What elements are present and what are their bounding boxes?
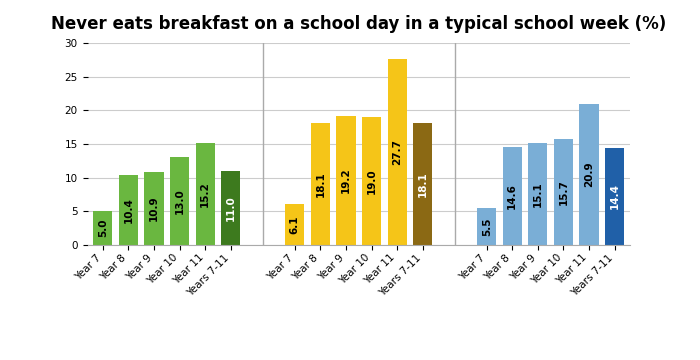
Bar [170, 157, 189, 245]
Bar [503, 147, 522, 245]
Bar [528, 143, 547, 245]
Bar [93, 211, 113, 245]
Bar [221, 171, 240, 245]
Text: 20.9: 20.9 [584, 162, 594, 188]
Text: 10.9: 10.9 [149, 195, 159, 221]
Bar [119, 175, 138, 245]
Bar [580, 104, 598, 245]
Bar [413, 123, 433, 245]
Text: 27.7: 27.7 [392, 139, 402, 165]
Text: 19.2: 19.2 [341, 167, 351, 193]
Bar [477, 208, 496, 245]
Bar [362, 117, 381, 245]
Text: 6.1: 6.1 [290, 215, 300, 234]
Bar [337, 116, 356, 245]
Text: 11.0: 11.0 [226, 195, 236, 221]
Text: 15.7: 15.7 [559, 179, 568, 205]
Text: 5.5: 5.5 [482, 217, 491, 235]
Bar [195, 143, 215, 245]
Text: 10.4: 10.4 [123, 197, 134, 223]
Bar [144, 172, 164, 245]
Bar [605, 148, 624, 245]
Text: 18.1: 18.1 [418, 171, 428, 197]
Bar [285, 204, 304, 245]
Text: 15.1: 15.1 [533, 181, 543, 207]
Title: Never eats breakfast on a school day in a typical school week (%): Never eats breakfast on a school day in … [51, 15, 666, 33]
Bar [388, 59, 407, 245]
Text: 14.4: 14.4 [610, 183, 620, 210]
Text: 18.1: 18.1 [316, 171, 326, 197]
Text: 5.0: 5.0 [98, 219, 108, 237]
Text: 13.0: 13.0 [174, 188, 185, 214]
Text: 19.0: 19.0 [367, 168, 377, 194]
Text: 15.2: 15.2 [200, 181, 210, 207]
Bar [311, 123, 330, 245]
Bar [554, 139, 573, 245]
Text: 14.6: 14.6 [508, 183, 517, 209]
